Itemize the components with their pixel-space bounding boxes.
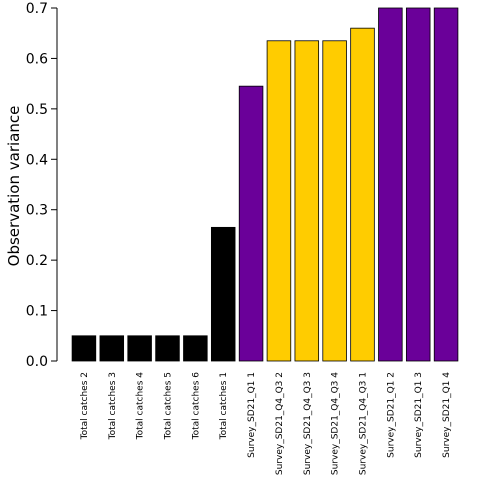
bar: [294, 40, 320, 362]
bar: [433, 7, 459, 362]
bar: [99, 335, 125, 362]
bars: [71, 7, 459, 362]
bar: [71, 335, 97, 362]
y-axis: 0.0 0.1 0.2 0.3 0.4 0.5 0.6 0.7: [26, 1, 58, 370]
y-tick-label: 0.2: [26, 253, 48, 269]
x-tick-label: Total catches 3: [108, 372, 118, 440]
bar: [266, 40, 292, 362]
y-axis-label: Observation variance: [5, 106, 23, 267]
x-tick-label: Total catches 6: [191, 372, 201, 441]
bar: [350, 27, 375, 362]
bar: [378, 7, 403, 362]
x-tick-label: Survey_SD21_Q4_Q3 1: [359, 372, 369, 475]
y-tick-label: 0.3: [26, 203, 48, 219]
x-tick-label: Survey_SD21_Q4_Q3 3: [303, 372, 313, 475]
x-tick-label: Survey_SD21_Q1 4: [442, 372, 452, 458]
bar: [405, 7, 431, 362]
x-tick-label: Survey_SD21_Q1 3: [414, 372, 424, 458]
x-tick-label: Survey_SD21_Q1 1: [247, 372, 257, 458]
bar: [210, 226, 236, 362]
y-tick-label: 0.1: [26, 304, 48, 320]
x-tick-label: Survey_SD21_Q4_Q3 4: [331, 372, 341, 475]
x-tick-label: Total catches 2: [80, 372, 90, 440]
x-tick-label: Total catches 4: [136, 372, 146, 441]
bar: [155, 335, 180, 362]
bar: [322, 40, 347, 362]
y-tick-label: 0.6: [26, 51, 48, 67]
x-tick-label: Total catches 5: [164, 372, 174, 440]
x-axis-labels: Total catches 2 Total catches 3 Total catc…: [80, 372, 452, 475]
x-tick-label: Total catches 1: [219, 372, 229, 440]
bar: [183, 335, 208, 362]
y-tick-label: 0.5: [26, 102, 48, 118]
x-tick-label: Survey_SD21_Q1 2: [386, 372, 396, 458]
x-tick-label: Survey_SD21_Q4_Q3 2: [275, 372, 285, 475]
bar: [127, 335, 152, 362]
bar: [238, 85, 264, 362]
y-tick-label: 0.7: [26, 1, 48, 17]
y-tick-label: 0.4: [26, 152, 48, 168]
y-tick-label: 0.0: [26, 354, 48, 370]
